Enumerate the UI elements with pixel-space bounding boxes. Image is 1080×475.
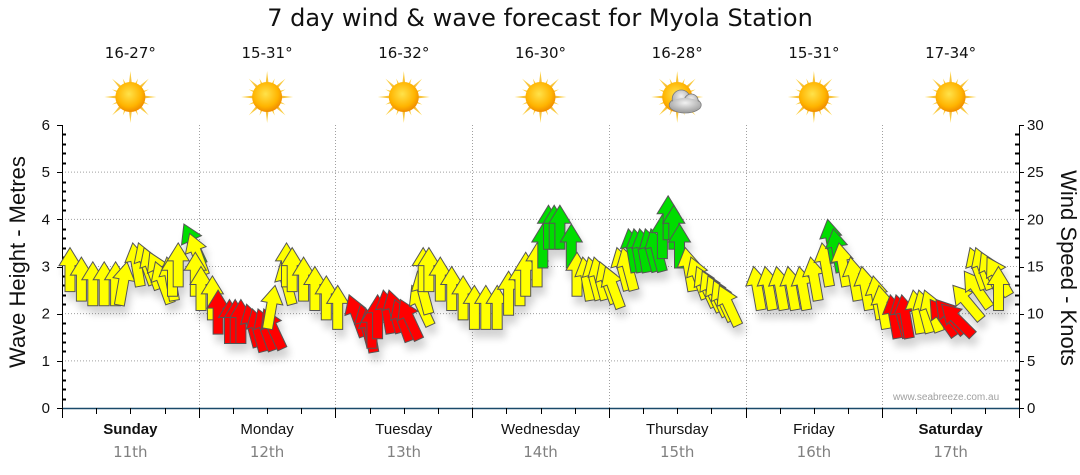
sun-icon [241,71,294,123]
day-temperature: 15-31° [788,44,840,62]
day-name: Tuesday [375,421,433,438]
right-tick-label: 5 [1027,353,1035,370]
wind-arrow [397,298,425,343]
left-axis-label: Wave Height - Metres [5,156,30,368]
sun-icon [924,71,977,123]
left-tick-label: 1 [42,353,50,370]
day-name: Wednesday [501,421,580,438]
axes: 0 1 2 3 4 5 6 0 5 10 15 20 25 30 [42,117,1044,418]
right-tick-label: 20 [1027,211,1044,228]
wind-arrow-shape [397,298,425,343]
day-temperature: 16-30° [514,44,567,62]
wind-arrow [112,260,136,307]
day-name: Saturday [918,421,983,438]
wind-arrow-shape [667,223,692,269]
wind-arrow [952,284,986,324]
right-tick-label: 10 [1027,306,1044,323]
chart-title: 7 day wind & wave forecast for Myola Sta… [267,4,813,32]
partly-cloudy-icon [651,71,704,123]
wind-arrow [200,274,225,321]
wind-arrow [166,241,191,288]
day-date: 17th [933,443,968,461]
wind-arrow [716,284,744,329]
wind-arrow-shape [200,274,225,321]
day-date: 11th [113,443,148,461]
wind-arrow [940,303,977,340]
right-tick-label: 30 [1027,117,1044,134]
wind-arrow-shape [260,284,284,331]
left-tick-label: 6 [42,117,50,134]
day-name: Thursday [645,421,709,438]
wind-arrow [260,284,284,331]
right-axis-label: Wind Speed - Knots [1056,170,1080,366]
wind-arrow-shape [986,265,1011,311]
left-tick-label: 5 [42,164,50,181]
wind-arrow [661,204,686,250]
day-date: 16th [796,443,832,461]
day-date: 14th [523,443,558,461]
watermark: www.seabreeze.com.au [893,392,1000,403]
day-name: Friday [793,421,835,438]
day-temperature: 16-27° [104,44,156,62]
wind-arrow-shape [548,204,572,250]
wind-arrow-shape [112,260,136,307]
day-date: 13th [386,443,422,461]
sun-icon [377,71,430,123]
day-name: Sunday [103,421,158,438]
sun-icon [787,71,840,123]
wind-arrow-shape [716,284,744,329]
wind-arrows [58,194,1015,354]
right-tick-label: 15 [1027,259,1044,276]
wind-arrow-shape [166,241,191,288]
wind-arrow [548,204,572,250]
day-date: 15th [659,443,695,461]
day-temperature: 16-32° [378,44,430,62]
wind-arrow-shape [940,303,977,340]
sun-icon [514,71,567,123]
day-temperature: 16-28° [651,44,703,62]
day-temperature: 17-34° [925,44,977,62]
wind-arrow-shape [183,251,208,297]
right-tick-label: 0 [1027,400,1035,417]
wind-arrow [667,223,692,269]
left-tick-label: 3 [42,259,50,276]
sun-icon [104,71,157,123]
left-tick-label: 0 [42,400,50,417]
left-tick-label: 4 [42,211,50,228]
wind-arrow-shape [661,204,686,250]
day-name: Monday [240,421,294,438]
wind-arrow-shape [952,284,986,324]
left-tick-label: 2 [42,306,50,323]
wind-arrow [986,265,1011,311]
wind-arrow [183,251,208,297]
right-tick-label: 25 [1027,164,1044,181]
day-date: 12th [249,443,285,461]
day-temperature: 15-31° [241,44,293,62]
